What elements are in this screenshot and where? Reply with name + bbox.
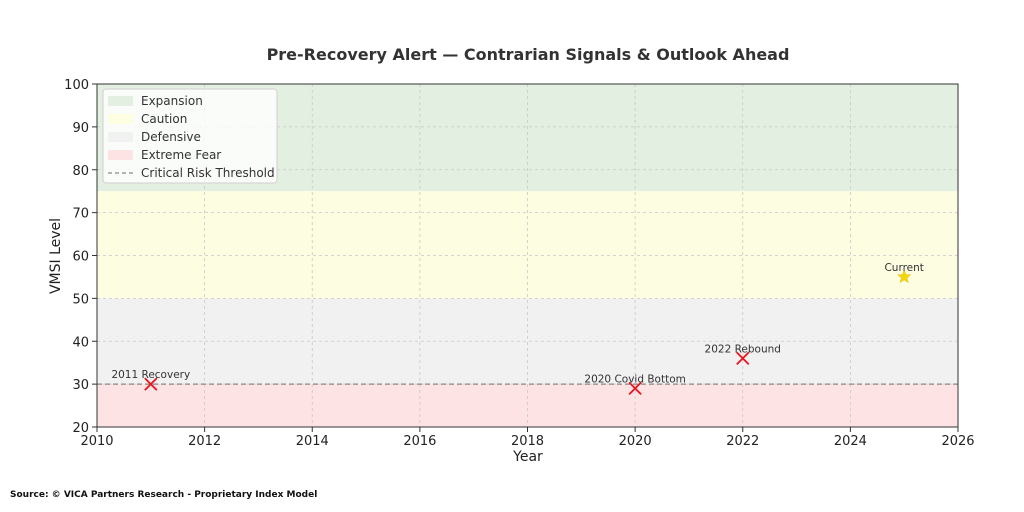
chart-title: Pre-Recovery Alert — Contrarian Signals …: [267, 45, 790, 64]
y-axis-label: VMSI Level: [48, 218, 64, 294]
y-tick-label: 40: [72, 335, 89, 350]
x-tick-label: 2014: [296, 434, 329, 449]
legend-entry: Expansion: [141, 94, 203, 108]
y-tick-label: 20: [72, 421, 89, 436]
markers-layer: 2011 Recovery 2020 Covid Bottom 2022 Rebou…: [111, 262, 924, 396]
x-tick-label: 2024: [834, 434, 867, 449]
y-tick-label: 100: [64, 78, 89, 93]
signal-marker-x: [736, 351, 750, 366]
legend-entry: Caution: [141, 112, 187, 126]
legend-swatch: [108, 132, 133, 142]
x-axis-label: Year: [512, 449, 543, 465]
current-label: Current: [884, 262, 923, 274]
signal-label: 2020 Covid Bottom: [584, 373, 685, 385]
legend-swatch: [108, 150, 133, 160]
x-tick-label: 2010: [80, 434, 113, 449]
legend-swatch: [108, 114, 133, 124]
zone-band-caution: [97, 191, 958, 299]
x-tick-label: 2026: [941, 434, 974, 449]
signal-label: 2011 Recovery: [111, 369, 190, 381]
signal-marker-x: [144, 377, 158, 391]
x-tick-label: 2022: [726, 434, 759, 449]
signal-label: 2022 Rebound: [705, 343, 781, 355]
y-tick-label: 80: [72, 164, 89, 179]
signal-marker-x: [628, 381, 642, 396]
y-ticks: 20 30 40 50 60 70 80 90 100: [64, 78, 97, 436]
legend-entry: Defensive: [141, 130, 201, 144]
x-tick-label: 2018: [511, 434, 544, 449]
legend-box: [102, 88, 278, 184]
x-ticks: 2010 2012 2014 2016 2018 2020 2022 2024 2026: [80, 427, 975, 449]
current-star-marker: [896, 269, 912, 284]
y-tick-label: 50: [72, 292, 89, 307]
x-tick-label: 2012: [188, 434, 221, 449]
x-tick-label: 2020: [619, 434, 652, 449]
y-tick-label: 90: [72, 121, 89, 136]
legend-entry: Critical Risk Threshold: [141, 166, 275, 180]
legend-swatch: [108, 96, 133, 106]
y-tick-label: 60: [72, 250, 89, 265]
source-note: Source: © VICA Partners Research - Propr…: [10, 490, 318, 500]
x-tick-label: 2016: [403, 434, 436, 449]
y-tick-label: 30: [72, 378, 89, 393]
legend: Expansion Caution Defensive Extreme Fear Cri…: [102, 88, 278, 184]
legend-entry: Extreme Fear: [141, 148, 221, 162]
y-tick-label: 70: [72, 207, 89, 222]
zone-band-defensive: [97, 298, 958, 385]
